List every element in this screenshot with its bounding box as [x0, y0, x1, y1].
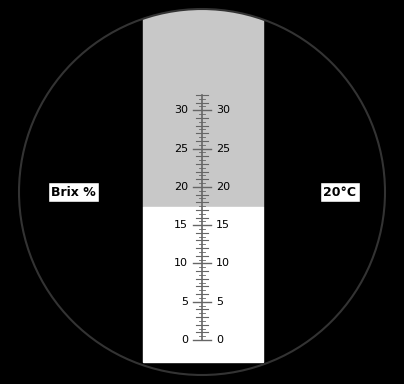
Text: 20: 20	[174, 182, 188, 192]
Text: 30: 30	[216, 105, 230, 115]
Text: 20°C: 20°C	[324, 185, 356, 199]
Text: Brix %: Brix %	[50, 185, 95, 199]
Text: 25: 25	[174, 144, 188, 154]
Text: Field of View: Field of View	[18, 356, 103, 369]
Bar	[143, 207, 263, 362]
Text: 30: 30	[174, 105, 188, 115]
Text: 15: 15	[216, 220, 230, 230]
Text: 5: 5	[181, 297, 188, 307]
Text: 5: 5	[216, 297, 223, 307]
Text: 0: 0	[216, 335, 223, 345]
Text: 0: 0	[181, 335, 188, 345]
Text: 20: 20	[216, 182, 230, 192]
Text: 10: 10	[174, 258, 188, 268]
Text: 15: 15	[174, 220, 188, 230]
Text: 10: 10	[216, 258, 230, 268]
Text: 25: 25	[216, 144, 230, 154]
Bar	[143, 8, 263, 207]
Circle shape	[19, 9, 385, 375]
